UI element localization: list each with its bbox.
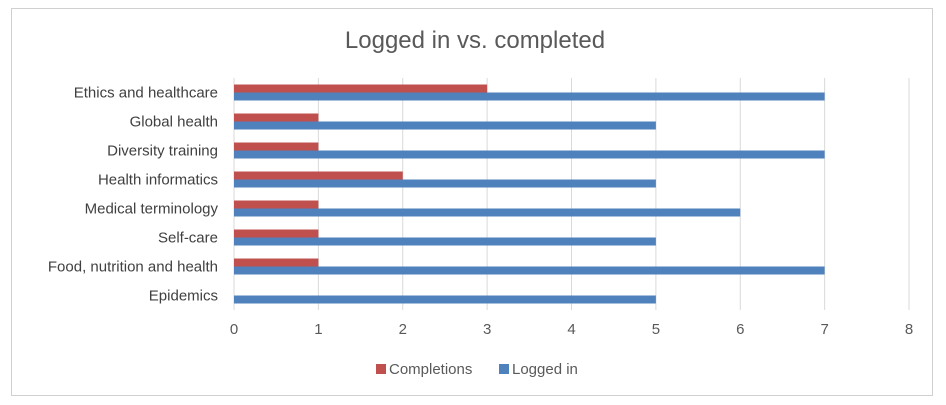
x-tick-label: 0 (230, 321, 238, 338)
x-tick-label: 4 (567, 321, 575, 338)
bar-logged-in (234, 266, 825, 275)
bar-logged-in (234, 208, 741, 217)
bar-completions (234, 84, 488, 93)
x-tick-label: 3 (483, 321, 491, 338)
category-label: Self-care (158, 230, 218, 247)
category-label: Epidemics (149, 288, 218, 305)
bar-completions (234, 113, 319, 122)
bar-completions (234, 200, 319, 209)
x-tick-label: 1 (314, 321, 322, 338)
chart-frame (11, 8, 933, 396)
chart-title: Logged in vs. completed (345, 27, 605, 54)
x-tick-label: 8 (905, 321, 913, 338)
x-tick-label: 5 (652, 321, 660, 338)
category-label: Medical terminology (85, 201, 219, 218)
bar-logged-in (234, 121, 656, 130)
legend-label: Completions (389, 361, 472, 378)
category-label: Diversity training (107, 143, 218, 160)
legend-swatch (376, 364, 386, 374)
bar-completions (234, 142, 319, 151)
category-label: Ethics and healthcare (74, 85, 218, 102)
bar-completions (234, 229, 319, 238)
category-label: Food, nutrition and health (48, 259, 218, 276)
bar-logged-in (234, 150, 825, 159)
x-tick-label: 2 (399, 321, 407, 338)
category-label: Health informatics (98, 172, 218, 189)
category-label: Global health (130, 114, 218, 131)
x-tick-label: 7 (820, 321, 828, 338)
bar-completions (234, 171, 403, 180)
x-tick-label: 6 (736, 321, 744, 338)
bar-completions (234, 258, 319, 267)
bar-logged-in (234, 295, 656, 304)
legend-label: Logged in (512, 361, 578, 378)
legend-swatch (499, 364, 509, 374)
bar-logged-in (234, 237, 656, 246)
bar-logged-in (234, 92, 825, 101)
bar-logged-in (234, 179, 656, 188)
